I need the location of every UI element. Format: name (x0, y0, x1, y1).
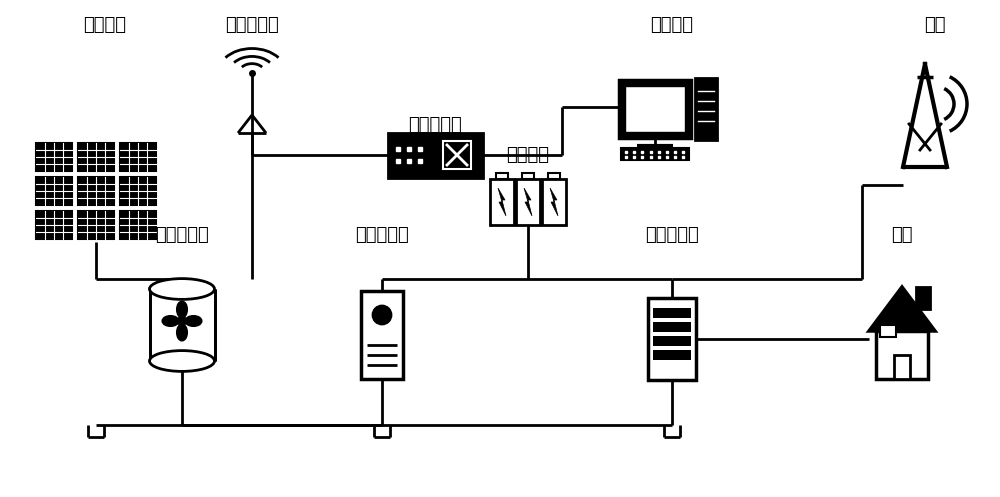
Bar (619, 80, 691, 138)
Text: 环境监测仪: 环境监测仪 (225, 16, 279, 34)
Polygon shape (550, 188, 558, 216)
Bar (36, 211, 72, 239)
Text: 光伏组件: 光伏组件 (84, 16, 127, 34)
Bar (695, 78, 717, 140)
Bar (388, 133, 482, 177)
Bar (496, 173, 508, 179)
Ellipse shape (186, 316, 202, 326)
Bar (78, 143, 114, 171)
Text: 并网逆变器: 并网逆变器 (355, 226, 409, 244)
Text: 交流配电箱: 交流配电箱 (645, 226, 699, 244)
Bar (653, 336, 691, 346)
Text: 储能电池: 储能电池 (507, 146, 550, 164)
Text: 光伏汇流箱: 光伏汇流箱 (155, 226, 209, 244)
Text: 用户: 用户 (891, 226, 913, 244)
Bar (36, 177, 72, 205)
Circle shape (178, 317, 187, 326)
Bar (78, 177, 114, 205)
Ellipse shape (150, 350, 215, 371)
Ellipse shape (177, 302, 187, 318)
Polygon shape (869, 287, 935, 331)
Bar (548, 173, 560, 179)
Circle shape (373, 306, 391, 324)
Bar (621, 148, 689, 160)
Bar (120, 143, 156, 171)
Bar (625, 86, 685, 132)
Bar (490, 179, 514, 225)
Bar (916, 287, 930, 309)
Bar (36, 143, 72, 171)
Bar (648, 298, 696, 380)
Bar (880, 325, 896, 337)
Text: 控制终端: 控制终端 (650, 16, 694, 34)
Bar (120, 211, 156, 239)
Bar (653, 322, 691, 332)
Bar (522, 173, 534, 179)
Bar (653, 350, 691, 360)
Bar (78, 211, 114, 239)
Bar (894, 355, 910, 379)
Polygon shape (498, 188, 506, 216)
Text: 数据采集器: 数据采集器 (408, 116, 462, 134)
Bar (361, 291, 403, 379)
Ellipse shape (177, 325, 187, 340)
Bar (443, 141, 471, 169)
Bar (516, 179, 540, 225)
Polygon shape (524, 188, 532, 216)
Text: 电网: 电网 (924, 16, 946, 34)
Ellipse shape (150, 279, 215, 299)
Bar (876, 331, 928, 379)
Bar (120, 177, 156, 205)
Bar (653, 308, 691, 318)
Ellipse shape (163, 316, 179, 326)
Bar (150, 289, 215, 361)
Bar (542, 179, 566, 225)
